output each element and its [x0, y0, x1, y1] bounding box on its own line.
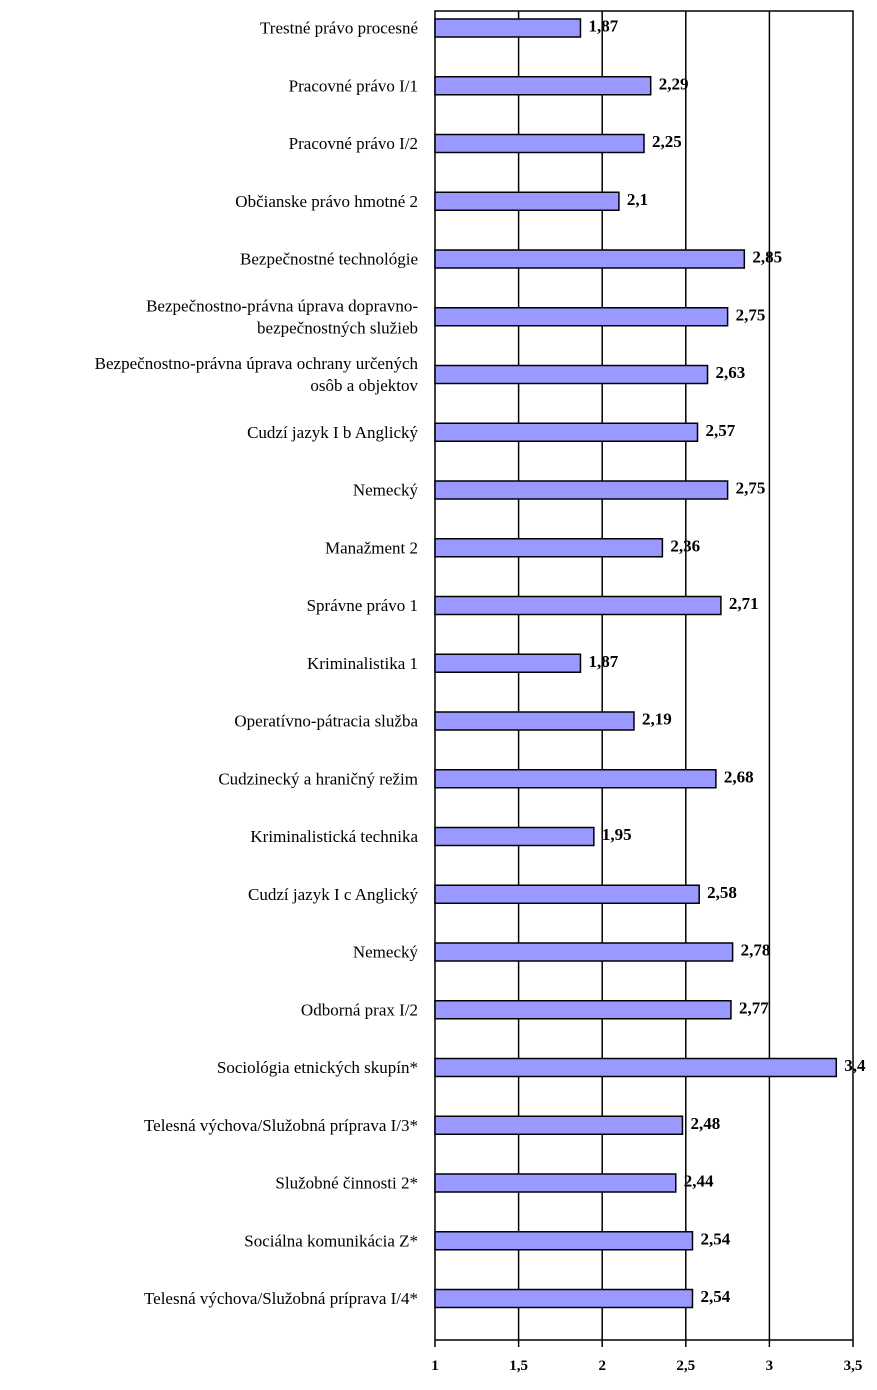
category-label: Manažment 2 — [325, 538, 418, 557]
category-label: Telesná výchova/Služobná príprava I/3* — [144, 1116, 418, 1135]
bar — [434, 307, 729, 327]
category-label: Kriminalistická technika — [250, 827, 418, 846]
bar — [434, 191, 620, 211]
data-label: 2,71 — [729, 594, 759, 613]
bar — [434, 942, 734, 962]
x-axis: 1 1,5 2 2,5 3 3,5 — [431, 1340, 862, 1374]
bar — [434, 595, 722, 616]
data-label: 3,4 — [844, 1056, 866, 1075]
bar — [434, 133, 645, 154]
category-label: Nemecký — [353, 481, 419, 500]
category-label: Sociológia etnických skupín* — [217, 1058, 418, 1077]
x-tick-label: 3,5 — [844, 1358, 863, 1374]
category-label: Pracovné právo I/2 — [289, 134, 418, 153]
bar — [434, 1057, 838, 1078]
bar — [434, 769, 717, 789]
x-tick-label: 2 — [598, 1358, 606, 1374]
category-label: Bezpečnostné technológie — [240, 250, 418, 269]
data-label: 1,95 — [602, 825, 632, 844]
bar — [434, 1288, 694, 1309]
category-label: Cudzí jazyk I b Anglický — [247, 423, 418, 442]
category-label: Bezpečnostno-právna úprava dopravno- — [146, 296, 418, 315]
category-label: Telesná výchova/Služobná príprava I/4* — [144, 1289, 418, 1308]
bar — [434, 249, 746, 269]
bar — [434, 480, 729, 500]
category-label: Správne právo 1 — [307, 596, 418, 615]
data-label: 2,77 — [739, 998, 769, 1017]
category-label: Bezpečnostno-právna úprava ochrany určen… — [95, 354, 419, 373]
data-label: 2,54 — [700, 1229, 730, 1248]
category-label: Odborná prax I/2 — [301, 1000, 418, 1019]
data-label: 2,29 — [659, 74, 689, 93]
x-tick-label: 3 — [766, 1358, 774, 1374]
bar — [434, 884, 700, 904]
data-label: 2,25 — [652, 132, 682, 151]
data-label: 2,48 — [690, 1114, 720, 1133]
bar — [434, 422, 699, 442]
data-label: 2,36 — [670, 536, 700, 555]
category-label: Operatívno-pátracia služba — [234, 712, 418, 731]
data-label: 2,1 — [627, 190, 648, 209]
category-label: Trestné právo procesné — [260, 19, 418, 38]
bar — [434, 18, 582, 38]
bar — [434, 826, 595, 847]
data-label: 2,58 — [707, 883, 737, 902]
category-label: Pracovné právo I/1 — [289, 76, 418, 95]
data-label: 1,87 — [588, 652, 618, 671]
x-tick-label: 1,5 — [509, 1358, 528, 1374]
x-tick-label: 2,5 — [676, 1358, 695, 1374]
category-label: bezpečnostných služieb — [257, 318, 418, 337]
data-label: 2,78 — [741, 941, 771, 960]
data-label: 1,87 — [588, 17, 618, 36]
category-label: Služobné činnosti 2* — [275, 1174, 418, 1193]
bar — [434, 1173, 677, 1193]
x-tick-label: 1 — [431, 1358, 439, 1374]
data-label: 2,19 — [642, 710, 672, 729]
category-label: Občianske právo hmotné 2 — [235, 192, 418, 211]
bar — [434, 364, 709, 385]
category-label: Kriminalistika 1 — [307, 654, 418, 673]
data-label: 2,85 — [752, 248, 782, 267]
bar — [434, 653, 582, 673]
data-label: 2,54 — [700, 1287, 730, 1306]
category-label: Nemecký — [353, 943, 419, 962]
data-label: 2,75 — [736, 479, 766, 498]
bar — [434, 1231, 694, 1251]
bar — [434, 538, 664, 558]
plot-area — [434, 10, 854, 1341]
category-label: Sociálna komunikácia Z* — [244, 1231, 418, 1250]
category-labels: Trestné právo procesné Pracovné právo I/1… — [95, 19, 419, 1309]
category-label: Cudzinecký a hraničný režim — [218, 769, 418, 788]
data-label: 2,68 — [724, 767, 754, 786]
bar — [434, 76, 652, 96]
data-label: 2,57 — [706, 421, 736, 440]
data-label: 2,75 — [736, 305, 766, 324]
bar — [434, 1000, 732, 1020]
data-label: 2,44 — [684, 1172, 714, 1191]
category-label: Cudzí jazyk I c Anglický — [248, 885, 418, 904]
bar — [434, 711, 635, 731]
value-labels: 1,87 2,29 2,25 2,1 2,85 2,75 2,63 2,57 2,75 2,36 2… — [588, 17, 866, 1307]
bar — [434, 1115, 684, 1135]
data-label: 2,63 — [716, 363, 746, 382]
category-label: osôb a objektov — [310, 376, 418, 395]
